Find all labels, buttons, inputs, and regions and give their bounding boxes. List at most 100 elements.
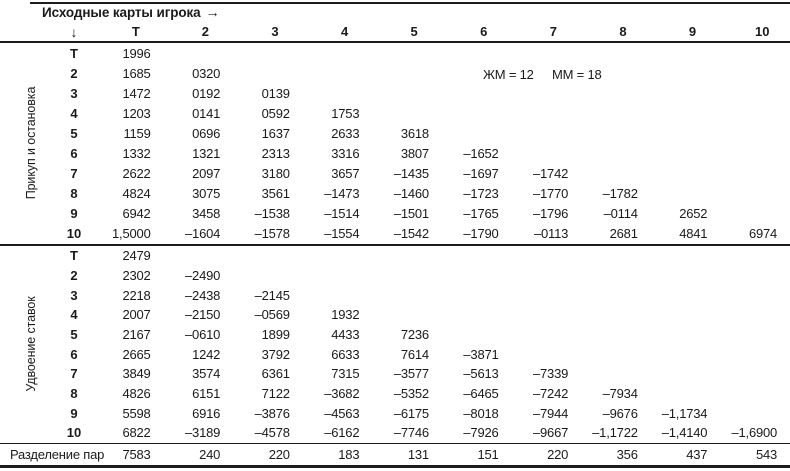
value-cell: 2479 bbox=[122, 248, 151, 264]
section-label-cell: Прикуп и остановка bbox=[0, 42, 42, 245]
table-row: 8 4824 3075 3561 –1473 –1460 –1723 –1770 –1782 bbox=[0, 184, 790, 204]
footer-value-cell: 7583 bbox=[122, 446, 151, 462]
value-cell: 6942 bbox=[122, 206, 151, 222]
value-cell: 4824 bbox=[122, 186, 151, 202]
value-cell bbox=[442, 103, 512, 123]
value-cell bbox=[581, 103, 651, 123]
value-cell: 3618 bbox=[400, 125, 429, 141]
value-cell: 2622 bbox=[122, 166, 151, 182]
value-cell bbox=[372, 266, 442, 286]
value-cell: 0141 bbox=[192, 105, 221, 121]
value-cell: –8018 bbox=[463, 405, 499, 421]
value-cell: –3871 bbox=[463, 346, 499, 362]
value-cell bbox=[720, 344, 790, 364]
value-cell bbox=[442, 123, 512, 143]
row-label: Т bbox=[70, 248, 78, 264]
value-cell bbox=[581, 266, 651, 286]
value-cell bbox=[651, 305, 721, 325]
value-cell: 7315 bbox=[331, 366, 360, 382]
value-cell bbox=[164, 42, 234, 63]
footer-value-cell: 131 bbox=[407, 446, 429, 462]
value-cell: 0139 bbox=[261, 85, 290, 101]
value-cell bbox=[720, 305, 790, 325]
value-cell bbox=[651, 123, 721, 143]
value-cell bbox=[512, 266, 582, 286]
value-cell bbox=[303, 245, 373, 266]
footer-value-cell: 356 bbox=[616, 446, 638, 462]
row-label: 2 bbox=[70, 65, 78, 81]
row-label: 5 bbox=[70, 327, 78, 343]
table-row: 5 2167 –0610 1899 4433 7236 bbox=[0, 325, 790, 345]
value-cell: –0610 bbox=[185, 327, 221, 343]
annotation: ММ = 18 bbox=[552, 67, 602, 82]
column-header-6: 6 bbox=[480, 24, 488, 39]
table-row: 5 1159 0696 1637 2633 3618 bbox=[0, 123, 790, 143]
value-cell bbox=[303, 63, 373, 83]
value-cell: –7934 bbox=[602, 386, 638, 402]
section-label-cell: Удвоение ставок bbox=[0, 245, 42, 443]
value-cell: 2218 bbox=[122, 287, 151, 303]
value-cell bbox=[651, 364, 721, 384]
value-cell: 2007 bbox=[122, 307, 151, 323]
value-cell bbox=[651, 285, 721, 305]
value-cell: 1,5000 bbox=[112, 226, 151, 242]
value-cell bbox=[581, 164, 651, 184]
value-cell bbox=[581, 305, 651, 325]
value-cell bbox=[720, 143, 790, 163]
value-cell: –1652 bbox=[463, 146, 499, 162]
row-label: 6 bbox=[70, 146, 78, 162]
value-cell: –3189 bbox=[185, 425, 221, 441]
value-cell: –2145 bbox=[254, 287, 290, 303]
value-cell: –7926 bbox=[463, 425, 499, 441]
value-cell: –7944 bbox=[533, 405, 569, 421]
row-label: 8 bbox=[70, 186, 78, 202]
value-cell: –7746 bbox=[393, 425, 429, 441]
value-cell: 3561 bbox=[261, 186, 290, 202]
value-cell: –2490 bbox=[185, 267, 221, 283]
value-cell: 3180 bbox=[261, 166, 290, 182]
value-cell: –1473 bbox=[324, 186, 360, 202]
table-row: 9 6942 3458 –1538 –1514 –1501 –1765 –1796 –0114 2… bbox=[0, 204, 790, 224]
title-row: Исходные карты игрока → bbox=[0, 2, 790, 22]
value-cell: –2438 bbox=[185, 287, 221, 303]
value-cell bbox=[651, 143, 721, 163]
value-cell: –4563 bbox=[324, 405, 360, 421]
value-cell bbox=[720, 325, 790, 345]
value-cell: –1578 bbox=[254, 226, 290, 242]
value-cell: –2150 bbox=[185, 307, 221, 323]
value-cell bbox=[720, 103, 790, 123]
value-cell: –1460 bbox=[393, 186, 429, 202]
value-cell: –1514 bbox=[324, 206, 360, 222]
row-label: 10 bbox=[66, 226, 82, 242]
value-cell bbox=[720, 63, 790, 83]
column-header-3: 3 bbox=[271, 24, 279, 39]
value-cell: 2652 bbox=[679, 206, 708, 222]
value-cell bbox=[720, 266, 790, 286]
value-cell: 1321 bbox=[192, 146, 221, 162]
value-cell: –1,6900 bbox=[731, 425, 778, 441]
value-cell: –3876 bbox=[254, 405, 290, 421]
value-cell bbox=[512, 143, 582, 163]
row-label: 7 bbox=[70, 366, 78, 382]
value-cell bbox=[651, 83, 721, 103]
value-cell bbox=[651, 184, 721, 204]
table-header: Исходные карты игрока → ↓ Т 2 3 4 5 6 7 8 9 10 bbox=[0, 2, 790, 42]
value-cell: 1332 bbox=[122, 146, 151, 162]
value-cell: 6916 bbox=[192, 405, 221, 421]
value-cell: 4433 bbox=[331, 327, 360, 343]
value-cell: –1697 bbox=[463, 166, 499, 182]
value-cell bbox=[164, 245, 234, 266]
value-cell: –1542 bbox=[393, 226, 429, 242]
value-cell: –1723 bbox=[463, 186, 499, 202]
value-cell: –6175 bbox=[393, 405, 429, 421]
value-cell: –1796 bbox=[533, 206, 569, 222]
spacer-cell bbox=[0, 22, 42, 42]
value-cell: –9676 bbox=[602, 405, 638, 421]
value-cell: 5598 bbox=[122, 405, 151, 421]
value-cell bbox=[651, 42, 721, 63]
value-cell: 3316 bbox=[331, 146, 360, 162]
value-cell: –1538 bbox=[254, 206, 290, 222]
value-cell bbox=[442, 83, 512, 103]
value-cell bbox=[442, 245, 512, 266]
